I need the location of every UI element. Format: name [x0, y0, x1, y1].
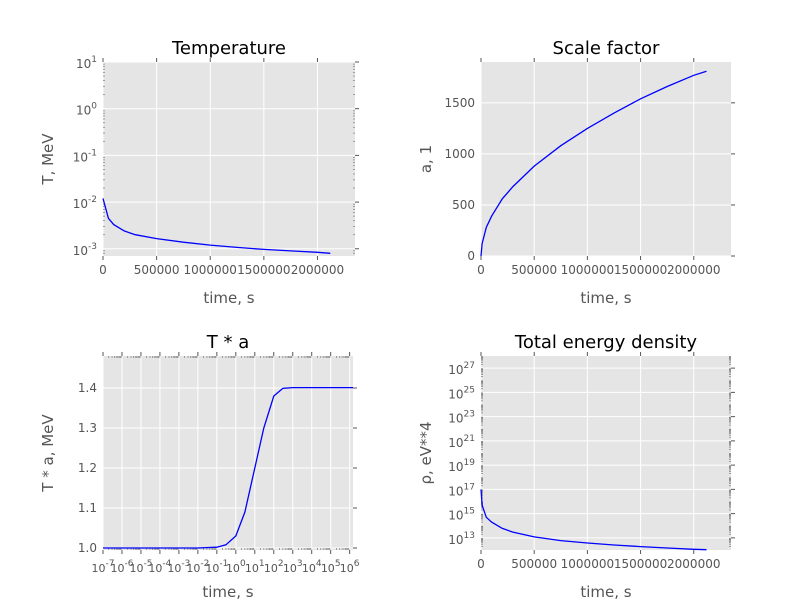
y-tick-label: 10-2 — [73, 195, 97, 211]
x-tick-label: 500000 — [134, 263, 180, 277]
y-tick-label: 100 — [76, 102, 97, 118]
x-tick-label: 2000000 — [667, 263, 720, 277]
y-tick-label: 10-3 — [73, 242, 97, 258]
chart-title: Scale factor — [553, 38, 660, 59]
y-axis-label: T, MeV — [39, 133, 57, 186]
x-tick-label: 2000000 — [291, 263, 344, 277]
x-axis-label: time, s — [202, 583, 253, 601]
x-tick-label: 10-2 — [186, 559, 209, 575]
x-tick-label: 101 — [245, 559, 265, 575]
chart-title: Temperature — [171, 38, 286, 59]
y-tick-label: 1023 — [448, 410, 475, 426]
series-line — [103, 386, 353, 549]
y-axis-label: T * a, MeV — [39, 414, 57, 493]
x-tick-label: 500000 — [511, 263, 557, 277]
plot-area — [103, 62, 355, 256]
x-tick-label: 10-7 — [92, 559, 115, 575]
y-tick-label: 10-1 — [73, 148, 97, 164]
x-axis-label: time, s — [580, 289, 631, 307]
x-tick-label: 1000000 — [561, 263, 614, 277]
x-tick-label: 10-1 — [205, 559, 228, 575]
x-axis-label: time, s — [203, 289, 254, 307]
y-tick-label: 1.0 — [78, 541, 97, 555]
x-tick-label: 0 — [477, 263, 485, 277]
y-tick-label: 101 — [76, 55, 97, 71]
x-tick-label: 100 — [226, 559, 246, 575]
plot-area — [481, 356, 731, 550]
y-tick-label: 1000 — [444, 147, 475, 161]
y-tick-label: 1019 — [448, 458, 475, 474]
y-tick-label: 1017 — [448, 482, 475, 498]
x-tick-label: 102 — [264, 559, 284, 575]
y-tick-label: 0 — [467, 249, 475, 263]
y-tick-label: 1.2 — [78, 461, 97, 475]
x-tick-label: 1500000 — [614, 557, 667, 571]
y-tick-label: 1015 — [448, 507, 475, 523]
x-tick-label: 1000000 — [561, 557, 614, 571]
series-line — [480, 489, 707, 551]
chart-4: 0 500000 1000000 1500000 2000000 1013 1015 1017… — [417, 332, 735, 601]
x-tick-label: 103 — [283, 559, 303, 575]
series-line — [102, 198, 331, 254]
x-tick-label: 10-6 — [110, 559, 133, 575]
x-axis-label: time, s — [580, 583, 631, 601]
y-tick-label: 1.4 — [78, 381, 97, 395]
chart-1: 0 500000 1000000 1500000 2000000 10-3 10-2 10-1… — [39, 38, 359, 307]
x-tick-label: 10-5 — [129, 559, 152, 575]
x-tick-label: 1500000 — [237, 263, 290, 277]
x-tick-label: 105 — [321, 559, 341, 575]
y-axis-label: a, 1 — [417, 145, 435, 173]
x-tick-label: 10-3 — [167, 559, 190, 575]
x-tick-label: 104 — [302, 559, 322, 575]
y-axis-label: ρ, eV**4 — [417, 421, 435, 484]
y-tick-label: 1013 — [448, 531, 475, 547]
y-tick-label: 1500 — [444, 96, 475, 110]
x-tick-label: 1500000 — [614, 263, 667, 277]
chart-2: 0 500000 1000000 1500000 2000000 0 500 1000 1500… — [417, 38, 735, 307]
x-tick-label: 500000 — [511, 557, 557, 571]
x-tick-label: 0 — [99, 263, 107, 277]
y-tick-label: 500 — [452, 198, 475, 212]
y-tick-label: 1021 — [448, 434, 475, 450]
x-tick-label: 2000000 — [667, 557, 720, 571]
x-tick-label: 0 — [477, 557, 485, 571]
y-tick-label: 1.3 — [78, 421, 97, 435]
y-tick-label: 1025 — [448, 385, 475, 401]
chart-title: Total energy density — [514, 332, 698, 353]
plot-area — [481, 62, 731, 256]
series-line — [480, 70, 707, 257]
y-tick-label: 1027 — [448, 361, 475, 377]
x-tick-label: 1000000 — [184, 263, 237, 277]
chart-title: T * a — [206, 332, 249, 353]
y-tick-label: 1.1 — [78, 501, 97, 515]
x-tick-label: 106 — [340, 559, 360, 575]
x-tick-label: 10-4 — [148, 559, 171, 575]
